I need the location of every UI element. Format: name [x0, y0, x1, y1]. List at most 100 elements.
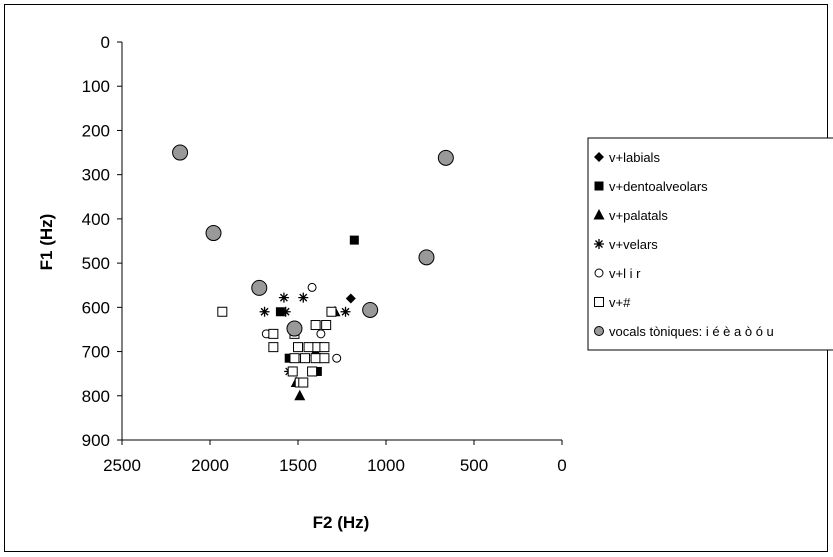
filled-square-marker — [312, 366, 322, 376]
legend-marker — [594, 297, 604, 307]
open-square-marker — [293, 342, 303, 353]
triangle-marker — [294, 389, 306, 401]
x-tick-label: 2000 — [191, 456, 229, 475]
legend-label: v+labials — [609, 150, 660, 165]
data-point — [205, 225, 222, 242]
grey-circle-marker — [437, 149, 454, 166]
y-tick-label: 200 — [82, 121, 110, 140]
open-square-marker — [217, 306, 228, 317]
asterisk-marker — [340, 306, 351, 317]
data-point — [217, 306, 228, 317]
asterisk-marker — [298, 292, 309, 303]
x-axis-title: F2 (Hz) — [313, 513, 370, 532]
y-axis-title: F1 (Hz) — [37, 214, 56, 271]
diamond-marker — [345, 293, 356, 304]
data-point — [319, 353, 330, 364]
y-tick-label: 0 — [101, 33, 110, 52]
data-point — [280, 306, 291, 317]
data-point — [268, 342, 279, 353]
asterisk-marker — [259, 306, 270, 317]
triangle-marker — [593, 209, 605, 220]
data-point — [287, 366, 298, 377]
asterisk-marker — [594, 239, 604, 249]
data-point — [312, 366, 322, 376]
axes — [117, 41, 563, 445]
data-point — [251, 279, 268, 296]
data-point — [289, 353, 300, 364]
data-point — [418, 249, 435, 266]
legend-label: v+# — [609, 295, 631, 310]
data-point — [300, 353, 311, 364]
legend-label: v+l i r — [609, 266, 641, 281]
y-tick-label: 800 — [82, 387, 110, 406]
open-square-marker — [268, 328, 279, 339]
y-tick-label: 100 — [82, 77, 110, 96]
open-square-marker — [287, 366, 298, 377]
grey-circle-marker — [362, 301, 379, 318]
legend-label: v+velars — [609, 237, 658, 252]
legend-marker — [594, 326, 604, 336]
open-square-marker — [307, 366, 318, 377]
data-point — [293, 342, 303, 353]
open-circle-marker — [594, 268, 604, 278]
data-point — [298, 377, 309, 388]
data-point — [303, 342, 314, 353]
data-point — [332, 353, 342, 363]
grey-circle-marker — [418, 249, 435, 266]
legend-label: vocals tòniques: i é è a ò ó u — [609, 324, 774, 339]
data-point — [349, 235, 359, 245]
asterisk-marker — [278, 292, 289, 303]
legend-marker — [594, 239, 604, 249]
y-tick-label: 600 — [82, 298, 110, 317]
x-tick-label: 0 — [557, 456, 566, 475]
y-tick-label: 900 — [82, 431, 110, 450]
legend-marker — [594, 268, 604, 278]
open-square-marker — [289, 353, 300, 364]
legend-marker — [593, 209, 605, 220]
data-point — [316, 329, 326, 339]
filled-square-marker — [284, 353, 294, 363]
legend-marker — [594, 152, 604, 162]
data-point — [298, 292, 309, 303]
data-point — [307, 366, 318, 377]
y-tick-label: 300 — [82, 166, 110, 185]
data-point — [345, 293, 356, 304]
open-square-marker — [319, 342, 330, 353]
grey-circle-marker — [205, 225, 222, 242]
data-point — [310, 320, 321, 331]
x-tick-labels: 2500 2000 1500 1000 500 0 — [103, 456, 567, 475]
open-square-marker — [594, 297, 604, 307]
y-tick-label: 500 — [82, 254, 110, 273]
legend: v+labials v+dentoalveolars v+palatals v+vel… — [587, 137, 833, 351]
open-square-marker — [319, 353, 330, 364]
data-point — [172, 144, 189, 161]
data-points — [172, 144, 454, 401]
open-square-marker — [310, 353, 321, 364]
data-point — [275, 307, 285, 317]
data-point — [278, 292, 289, 303]
data-point — [294, 389, 306, 401]
legend-label: v+dentoalveolars — [609, 179, 708, 194]
grey-circle-marker — [594, 326, 604, 336]
y-tick-label: 700 — [82, 343, 110, 362]
filled-square-marker — [275, 307, 285, 317]
legend-box — [587, 137, 833, 351]
grey-circle-marker — [251, 279, 268, 296]
legend-marker — [594, 181, 604, 191]
data-point — [268, 328, 279, 339]
data-point — [321, 320, 332, 331]
asterisk-marker — [280, 306, 291, 317]
open-square-marker — [268, 342, 279, 353]
data-point — [284, 353, 294, 363]
open-square-marker — [326, 306, 337, 317]
diamond-marker — [594, 152, 604, 162]
data-point — [362, 301, 379, 318]
grey-circle-marker — [286, 320, 303, 337]
open-square-marker — [300, 353, 311, 364]
grey-circle-marker — [172, 144, 189, 161]
data-point — [437, 149, 454, 166]
y-tick-label: 400 — [82, 210, 110, 229]
x-tick-label: 1500 — [279, 456, 317, 475]
x-tick-label: 1000 — [367, 456, 405, 475]
open-square-marker — [310, 320, 321, 331]
